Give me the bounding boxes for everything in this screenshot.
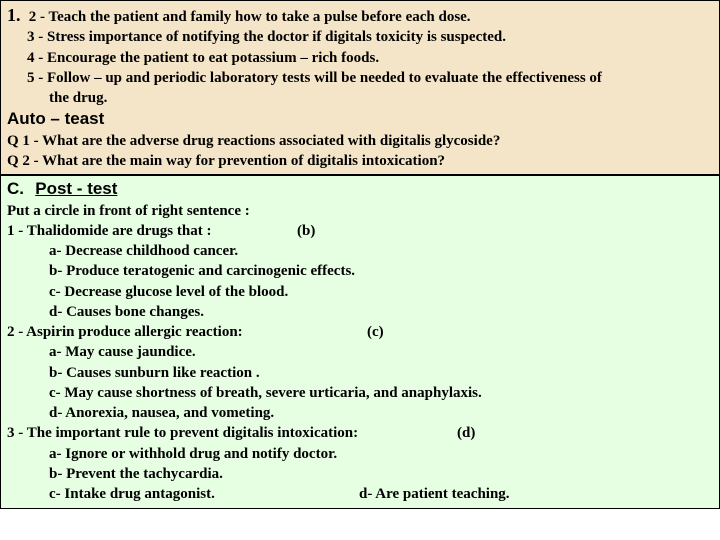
q2-row: 2 - Aspirin produce allergic reaction: (…	[7, 322, 713, 342]
q2-text: 2 - Aspirin produce allergic reaction:	[7, 322, 367, 342]
q2-opt-b: b- Causes sunburn like reaction .	[7, 363, 713, 383]
point-1: 1. 2 - Teach the patient and family how …	[7, 3, 713, 27]
q3-opt-c: c- Intake drug antagonist.	[49, 484, 359, 504]
point-4: 4 - Encourage the patient to eat potassi…	[7, 48, 713, 68]
section-letter: C.	[7, 179, 24, 198]
teach-line: 2 - Teach the patient and family how to …	[29, 9, 471, 25]
q2-opt-c: c- May cause shortness of breath, severe…	[7, 383, 713, 403]
q3-opt-d: d- Are patient teaching.	[359, 484, 510, 504]
question-1: Q 1 - What are the adverse drug reaction…	[7, 131, 713, 151]
q2-answer: (c)	[367, 322, 384, 342]
instruction: Put a circle in front of right sentence …	[7, 201, 713, 221]
q1-opt-c: c- Decrease glucose level of the blood.	[7, 282, 713, 302]
q3-opt-b: b- Prevent the tachycardia.	[7, 464, 713, 484]
q1-opt-d: d- Causes bone changes.	[7, 302, 713, 322]
q2-opt-d: d- Anorexia, nausea, and vometing.	[7, 403, 713, 423]
q3-row: 3 - The important rule to prevent digita…	[7, 423, 713, 443]
question-2: Q 2 - What are the main way for preventi…	[7, 151, 713, 171]
point-5a: 5 - Follow – up and periodic laboratory …	[7, 68, 713, 88]
post-test-heading: C. Post - test	[7, 178, 713, 201]
q3-opt-a: a- Ignore or withhold drug and notify do…	[7, 444, 713, 464]
q3-answer: (d)	[457, 423, 475, 443]
q2-opt-a: a- May cause jaundice.	[7, 342, 713, 362]
post-test-section: C. Post - test Put a circle in front of …	[0, 175, 720, 510]
q1-opt-a: a- Decrease childhood cancer.	[7, 241, 713, 261]
top-section: 1. 2 - Teach the patient and family how …	[0, 0, 720, 175]
leading-number: 1.	[7, 3, 25, 27]
q3-opts-cd: c- Intake drug antagonist. d- Are patien…	[7, 484, 713, 504]
q1-answer: (b)	[297, 221, 315, 241]
q1-opt-b: b- Produce teratogenic and carcinogenic …	[7, 261, 713, 281]
point-5b: the drug.	[7, 88, 713, 108]
q3-text: 3 - The important rule to prevent digita…	[7, 423, 457, 443]
q1-row: 1 - Thalidomide are drugs that : (b)	[7, 221, 713, 241]
auto-test-heading: Auto – teast	[7, 108, 713, 131]
point-3: 3 - Stress importance of notifying the d…	[7, 27, 713, 47]
section-title: Post - test	[35, 179, 117, 198]
q1-text: 1 - Thalidomide are drugs that :	[7, 221, 297, 241]
